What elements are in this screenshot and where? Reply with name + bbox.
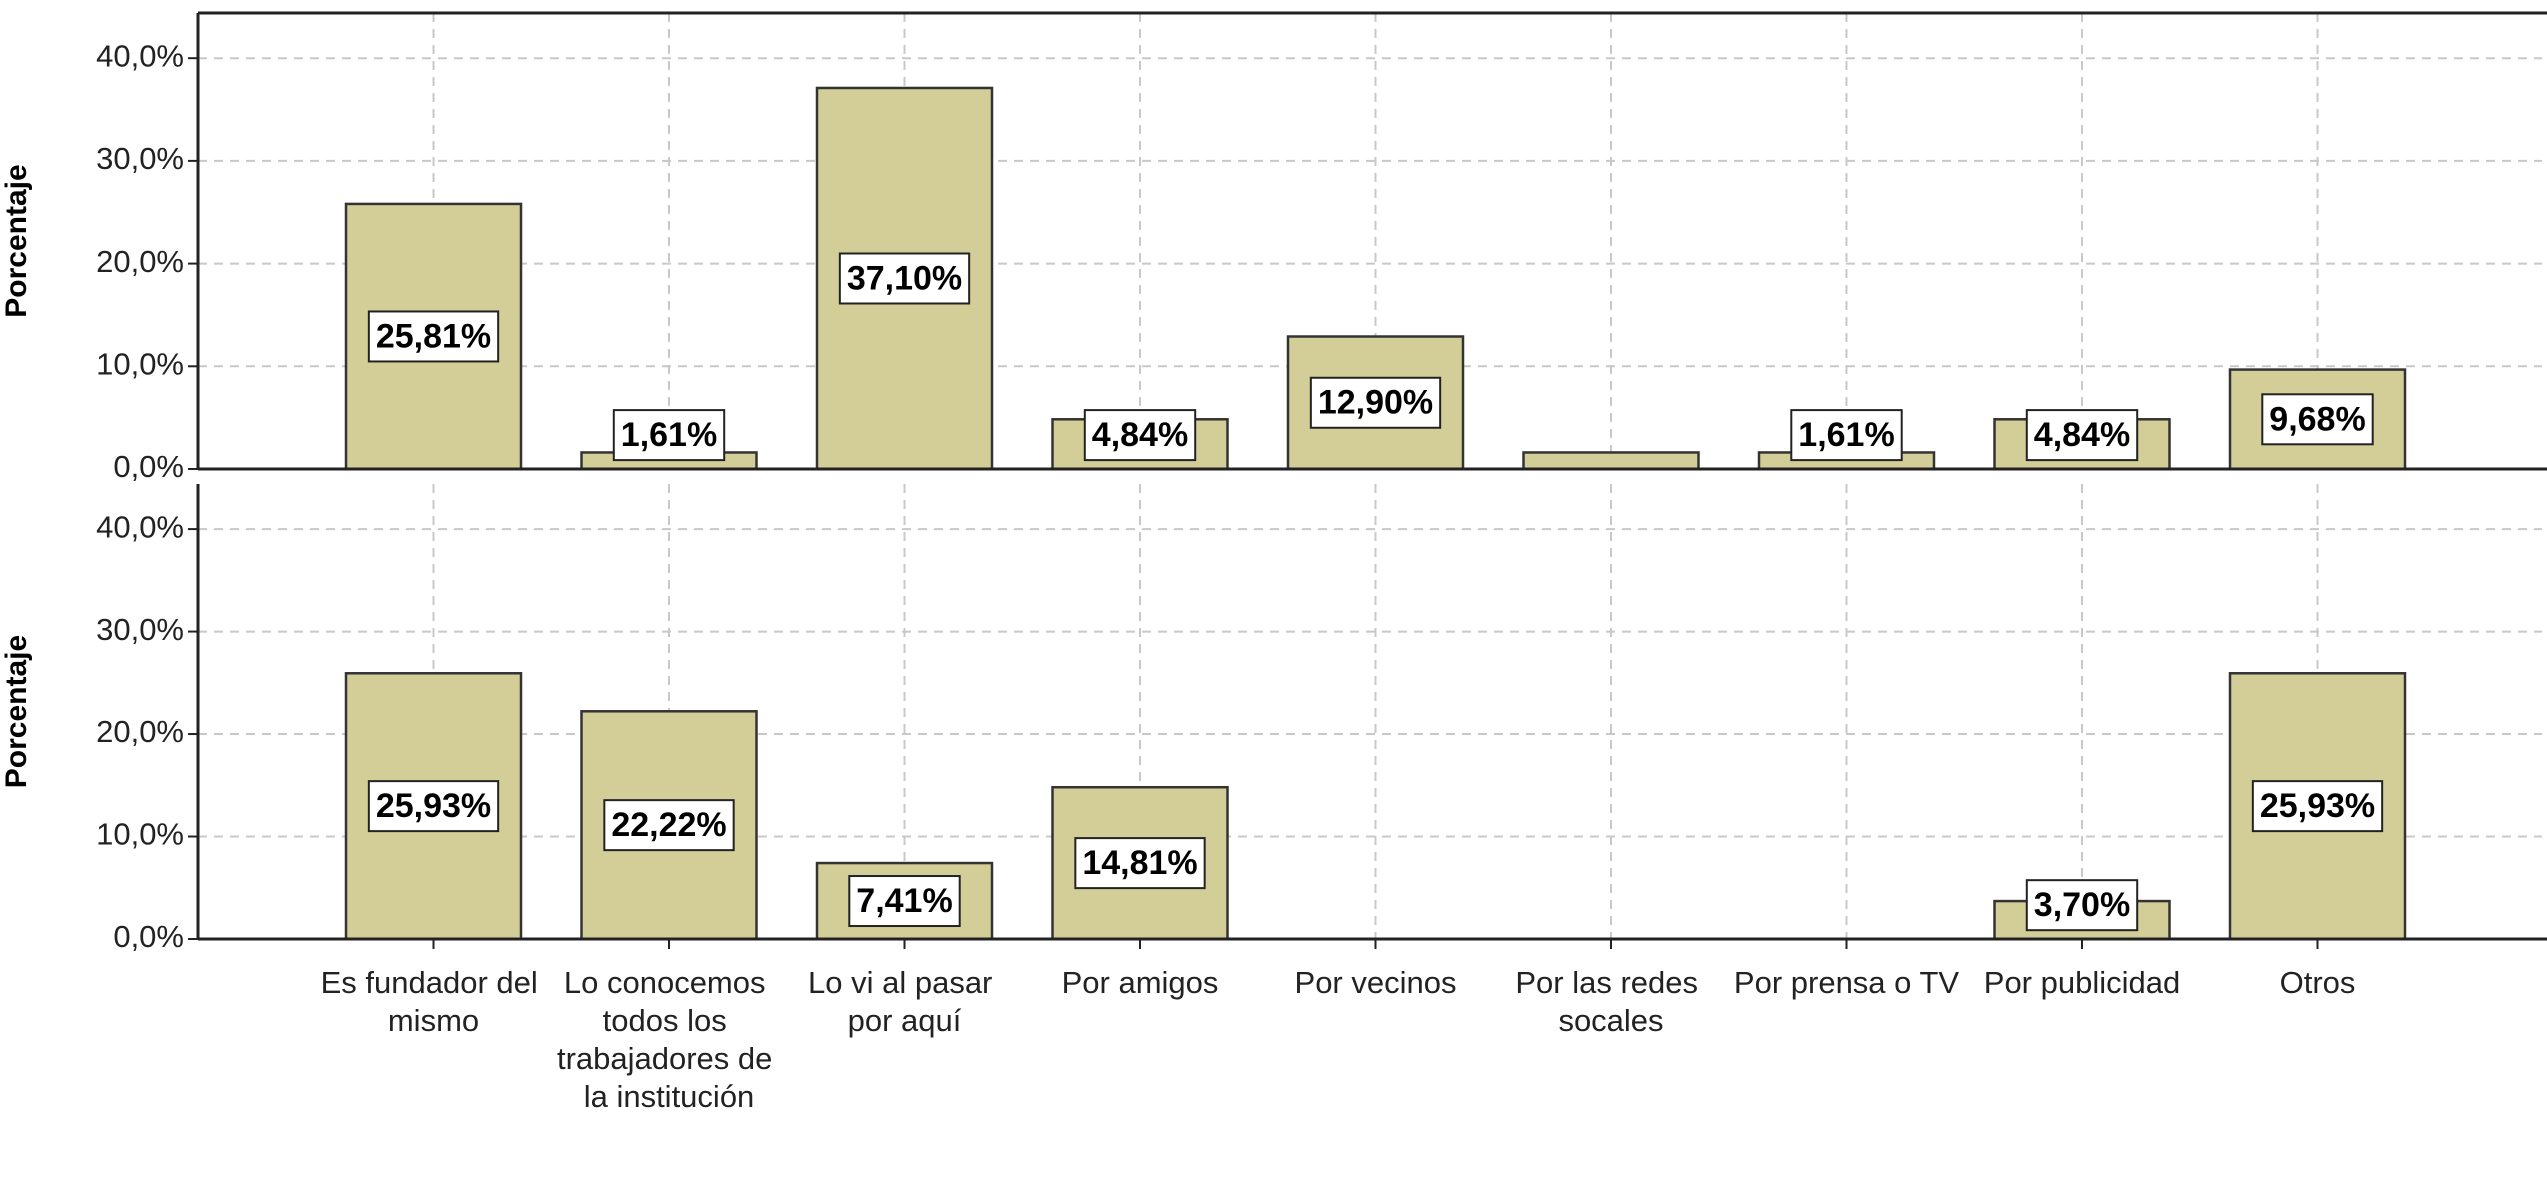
value-label-box <box>603 799 735 852</box>
value-label: 1,61% <box>1790 409 1903 462</box>
x-tick-label-line: Lo vi al pasar <box>808 965 1001 1000</box>
x-tick-label: Lo vi al pasar por aquí <box>808 965 1001 1038</box>
x-tick-label-line: Lo conocemos <box>564 965 774 1000</box>
value-label-box <box>838 252 971 305</box>
y-tick-label: 0,0% <box>113 919 184 954</box>
value-label: 4,84% <box>2025 409 2139 462</box>
y-tick-label: 10,0% <box>96 346 184 381</box>
value-label: 25,81% <box>367 310 500 363</box>
x-tick-label: Por publicidad <box>1984 965 2180 1000</box>
x-tick-label-line: Por publicidad <box>1984 965 2180 1000</box>
value-label: 3,70% <box>2025 879 2139 932</box>
x-tick-label: Por amigos <box>1062 965 1219 1000</box>
value-label-text: 37,10% <box>847 259 962 297</box>
value-label-text: 25,81% <box>376 317 491 355</box>
x-tick-label-line: por aquí <box>848 1003 962 1038</box>
value-label: 22,22% <box>603 799 735 852</box>
value-label: 25,93% <box>2251 780 2384 833</box>
x-tick-label: Otros <box>2280 965 2356 1000</box>
x-tick-label-line: Es fundador del <box>321 965 547 1000</box>
value-label-box <box>1309 376 1442 429</box>
x-tick-label: Por prensa o TV <box>1734 965 1959 1000</box>
value-label-text: 22,22% <box>611 806 726 844</box>
value-label: 25,93% <box>367 780 500 833</box>
x-tick-label: Por vecinos <box>1295 965 1457 1000</box>
value-label-text: 1,61% <box>621 416 717 454</box>
value-label: 4,84% <box>1083 409 1197 462</box>
value-label-box <box>2025 409 2139 462</box>
y-tick-label: 20,0% <box>96 714 184 749</box>
value-label-box <box>367 780 500 833</box>
value-label-text: 9,68% <box>2269 400 2365 438</box>
value-label-text: 7,41% <box>856 882 952 920</box>
value-label-text: 25,93% <box>2260 787 2375 825</box>
value-label: 12,90% <box>1309 376 1442 429</box>
y-tick-label: 10,0% <box>96 817 184 852</box>
y-tick-label: 40,0% <box>96 38 184 73</box>
value-label-box <box>848 875 961 928</box>
y-tick-label: 30,0% <box>96 141 184 176</box>
value-label-box <box>1083 409 1197 462</box>
x-tick-label: Lo conocemos todos los trabajadores de l… <box>557 965 781 1114</box>
value-label: 9,68% <box>2261 393 2374 446</box>
x-tick-label: Por las redes socales <box>1515 965 1706 1038</box>
x-tick-label-line: Por vecinos <box>1295 965 1457 1000</box>
value-label-text: 3,70% <box>2034 886 2130 924</box>
value-label-text: 4,84% <box>1092 416 1188 454</box>
value-label-box <box>1074 837 1206 890</box>
x-tick-label-line: la institución <box>584 1079 755 1114</box>
x-tick-label-line: Por prensa o TV <box>1734 965 1959 1000</box>
value-label-box <box>612 409 726 462</box>
y-tick-label: 40,0% <box>96 509 184 544</box>
x-tick-label-line: Por las redes <box>1515 965 1706 1000</box>
value-label-box <box>2261 393 2374 446</box>
value-label-text: 1,61% <box>1798 416 1894 454</box>
bar <box>1522 451 1700 471</box>
y-tick-label: 20,0% <box>96 244 184 279</box>
value-label: 1,61% <box>612 409 726 462</box>
value-label: 7,41% <box>848 875 961 928</box>
y-tick-label: 0,0% <box>113 449 184 484</box>
x-tick-label-line: trabajadores de <box>557 1041 781 1076</box>
x-tick-label-line: mismo <box>388 1003 479 1038</box>
x-tick-label-line: todos los <box>603 1003 736 1038</box>
x-tick-label-line: Otros <box>2280 965 2356 1000</box>
value-label-text: 12,90% <box>1318 384 1433 422</box>
x-tick-label-line: Por amigos <box>1062 965 1219 1000</box>
x-tick-label-line: socales <box>1558 1003 1663 1038</box>
y-axis-label: Porcentaje <box>0 164 33 317</box>
value-label-text: 14,81% <box>1082 844 1197 882</box>
value-label-box <box>1790 409 1903 462</box>
value-label-text: 25,93% <box>376 787 491 825</box>
value-label: 14,81% <box>1074 837 1206 890</box>
value-label-box <box>367 310 500 363</box>
value-label: 37,10% <box>838 252 971 305</box>
y-tick-label: 30,0% <box>96 612 184 647</box>
x-tick-label: Es fundador del mismo <box>321 965 547 1038</box>
y-axis-label: Porcentaje <box>0 635 33 788</box>
value-label-text: 4,84% <box>2034 416 2130 454</box>
value-label-box <box>2025 879 2139 932</box>
value-label-box <box>2251 780 2384 833</box>
